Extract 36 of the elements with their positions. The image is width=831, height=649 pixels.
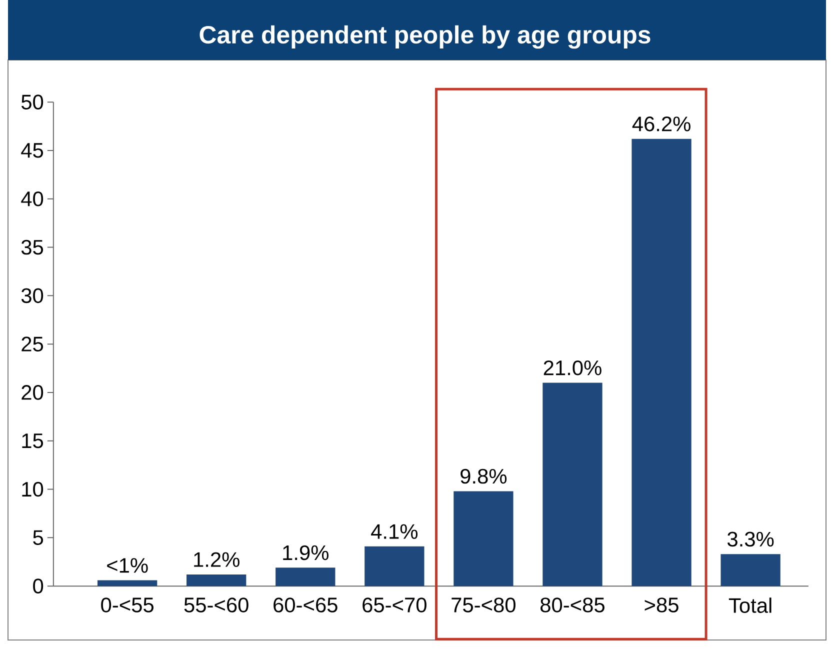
x-tick-label: 0-<55 [101,598,154,612]
chart-title: Care dependent people by age groups [200,25,650,49]
x-tick-label: 60-<65 [274,598,338,612]
x-tick-label: Total [728,598,772,613]
y-tick-label: 50 [21,94,44,110]
x-tick-label: 65-<70 [362,598,426,612]
bar [364,546,424,586]
data-label: 3.3% [728,532,774,547]
y-tick-label: 25 [22,336,44,352]
y-tick-label: 15 [22,434,44,448]
bar [454,491,514,586]
data-label: 46.2% [632,116,690,132]
bar [632,138,692,586]
bar [542,382,602,586]
y-tick-label: 20 [22,385,44,400]
data-label: <1% [107,558,148,573]
x-tick-label: 75-<80 [452,598,516,612]
data-label: 1.9% [283,545,328,560]
y-tick-label: 35 [21,240,44,255]
y-tick-label: 45 [21,143,44,158]
x-tick-label: >85 [644,598,678,612]
data-label: 1.2% [194,552,240,567]
y-tick-label: 10 [22,482,44,497]
x-tick-label: 55-<60 [184,598,248,612]
data-label: 9.8% [460,468,507,484]
y-tick-label: 40 [21,191,44,206]
y-tick-label: 30 [21,288,44,304]
y-tick-label: 5 [33,530,44,545]
bar [186,574,246,586]
data-label: 21.0% [544,360,602,376]
y-tick-label: 0 [33,578,44,594]
bar [98,580,158,586]
bar [276,568,336,586]
bar [720,554,780,586]
data-label: 4.1% [371,524,418,539]
x-tick-label: 80-<85 [540,598,604,612]
